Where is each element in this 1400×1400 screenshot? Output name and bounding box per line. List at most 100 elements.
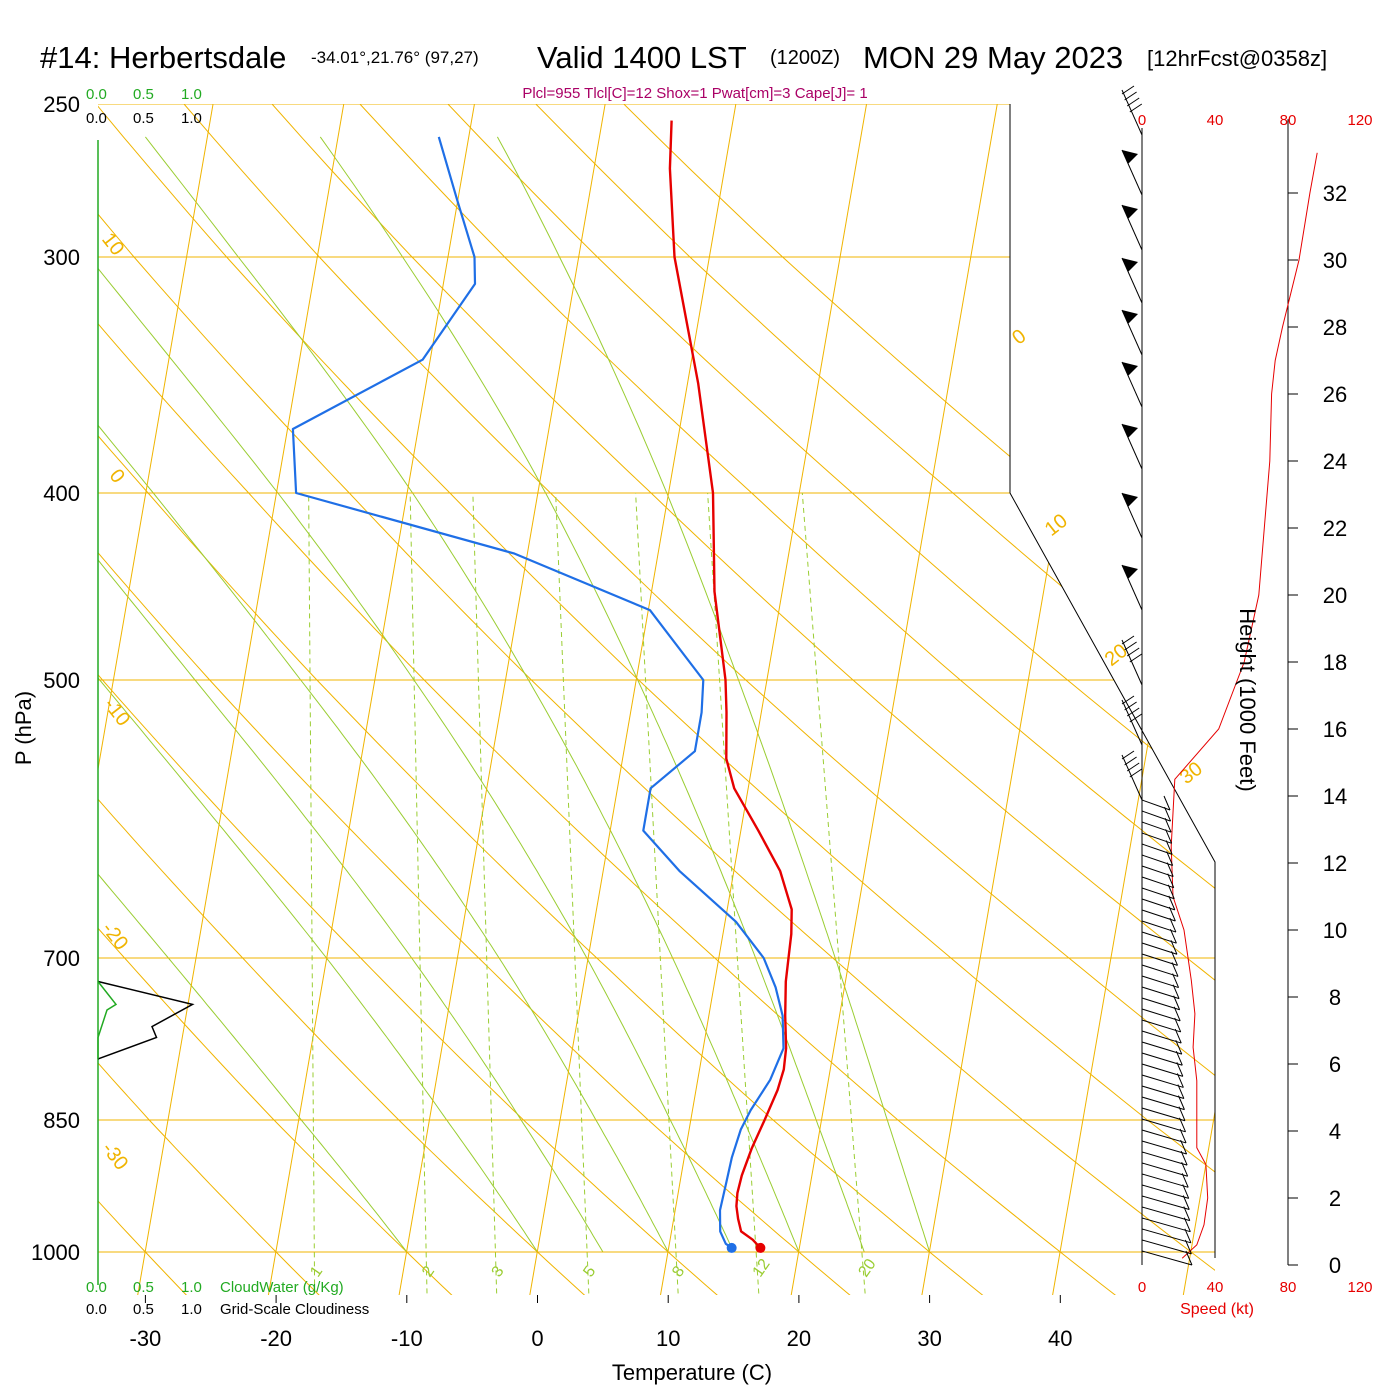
wind-barb-feather — [1180, 1139, 1188, 1155]
pressure-tick-label: 1000 — [31, 1240, 80, 1265]
x-tick-label: -10 — [391, 1326, 423, 1351]
wind-barb-feather — [1124, 701, 1137, 711]
dewpoint-surface-dot — [726, 1242, 737, 1253]
moist-adiabat — [98, 136, 538, 1253]
thermo-grid — [98, 104, 1215, 1295]
wind-barb-feather — [1166, 851, 1174, 866]
dry-adiabat — [468, 104, 1215, 1295]
wind-barb-feather — [1124, 91, 1137, 101]
wind-barb-feather — [1175, 1039, 1183, 1055]
dry-adiabat — [98, 104, 758, 1295]
wind-barb — [1141, 920, 1177, 933]
height-tick-label: 18 — [1323, 650, 1347, 675]
wind-barb-flag — [1122, 150, 1138, 164]
x-tick-label: -30 — [130, 1326, 162, 1351]
isotherm — [131, 104, 345, 1295]
wind-barb-feather — [1184, 1239, 1192, 1255]
wind-barb — [1141, 1239, 1192, 1255]
pressure-tick-label: 500 — [43, 668, 80, 693]
wind-barb — [1141, 1041, 1182, 1055]
moist-adiabat — [319, 136, 865, 1253]
cw-tick-0: 0.0 — [86, 86, 107, 103]
cloudwater-scale-top: 0.0 0.5 1.0 — [86, 86, 202, 103]
height-tick-label: 16 — [1323, 717, 1347, 742]
wind-barb-feather — [1177, 1084, 1185, 1099]
isotherm-label: 0 — [105, 465, 129, 487]
height-tick-label: 6 — [1329, 1052, 1341, 1077]
wind-barb-flag — [1122, 565, 1138, 579]
wind-barb — [1141, 931, 1177, 944]
wind-barb-feather — [1126, 647, 1140, 657]
speed-tick-top-3: 120 — [1347, 112, 1372, 129]
cloudwater-label: CloudWater (g/Kg) — [220, 1279, 344, 1296]
wind-barb-feather — [1166, 862, 1174, 877]
wind-barb-feather — [1178, 1106, 1186, 1121]
wind-barb-feather — [1184, 1228, 1192, 1243]
wind-barb-feather — [1180, 1150, 1188, 1166]
wind-barb — [1121, 639, 1143, 686]
mixing-ratio-label: 1 — [307, 1263, 326, 1280]
wind-speed-panel — [1170, 152, 1318, 1259]
plot-outline — [97, 104, 1216, 1285]
wind-barb-feather — [1169, 917, 1177, 933]
wind-barb-feather — [1183, 1206, 1191, 1221]
wind-barb-feather — [1181, 1173, 1189, 1188]
height-tick-label: 30 — [1323, 248, 1347, 273]
wind-barb — [1141, 1206, 1190, 1222]
speed-axis-label: Speed (kt) — [1180, 1301, 1254, 1318]
wind-barb-flag — [1122, 493, 1138, 507]
dry-adiabat — [382, 104, 1215, 1295]
isotherm — [392, 104, 606, 1295]
wind-barb — [1141, 1019, 1181, 1033]
station-coords: -34.01°,21.76° (97,27) — [311, 48, 479, 67]
wind-barb — [1121, 89, 1143, 136]
wind-barb — [1141, 1195, 1190, 1210]
wind-barb — [1141, 1074, 1184, 1088]
isotherm — [98, 104, 214, 1295]
valid-time: Valid 1400 LST — [537, 40, 747, 75]
wind-barb — [1141, 1184, 1189, 1199]
isotherm — [523, 104, 737, 1295]
isotherm — [915, 104, 1129, 1295]
x-tick-label: 10 — [656, 1326, 680, 1351]
cl-btick-2: 1.0 — [181, 1301, 202, 1318]
dry-adiabat — [98, 104, 220, 1295]
mixing-ratio-label: 8 — [669, 1263, 688, 1280]
moist-adiabat — [98, 136, 669, 1253]
cw-tick-1: 0.5 — [133, 86, 154, 103]
speed-tick-bot-3: 120 — [1347, 1279, 1372, 1296]
mixing-ratio-line — [635, 492, 681, 1295]
speed-tick-top-2: 80 — [1280, 112, 1297, 129]
wind-barb — [1121, 754, 1143, 801]
x-tick-label: 20 — [787, 1326, 811, 1351]
moist-adiabat — [98, 136, 734, 1253]
wind-barb — [1141, 1173, 1189, 1188]
cloudwater-scale-bottom: 0.0 0.5 1.0 CloudWater (g/Kg) — [86, 1279, 344, 1296]
wind-barb — [1141, 1063, 1183, 1077]
speed-axis-bottom: 0 40 80 120 Speed (kt) — [1138, 1279, 1373, 1318]
wind-barb-feather — [1171, 962, 1179, 977]
cw-btick-2: 1.0 — [181, 1279, 202, 1296]
isotherm-label: 10 — [97, 229, 128, 260]
isotherm-label: -20 — [97, 918, 132, 954]
dry-adiabat — [98, 104, 1026, 1295]
wind-barb-feather — [1129, 103, 1143, 113]
mixing-ratio-label: 20 — [855, 1256, 879, 1280]
forecast-info: [12hrFcst@0358z] — [1147, 46, 1327, 71]
valid-date: MON 29 May 2023 — [863, 40, 1123, 75]
pressure-tick-label: 300 — [43, 245, 80, 270]
dry-adiabat — [98, 104, 489, 1295]
skew-boundary — [1009, 104, 1216, 1258]
speed-axis-top: 0 40 80 120 — [1138, 112, 1373, 129]
height-tick-label: 20 — [1323, 583, 1347, 608]
wind-barb-feather — [1182, 1195, 1190, 1210]
x-tick-label: 30 — [917, 1326, 941, 1351]
cl-tick-1: 0.5 — [133, 110, 154, 127]
height-tick-label: 28 — [1323, 315, 1347, 340]
wind-barb-feather — [1170, 940, 1178, 955]
height-tick-label: 8 — [1329, 985, 1341, 1010]
dry-adiabat — [98, 104, 1215, 1295]
wind-barb — [1141, 986, 1180, 1000]
